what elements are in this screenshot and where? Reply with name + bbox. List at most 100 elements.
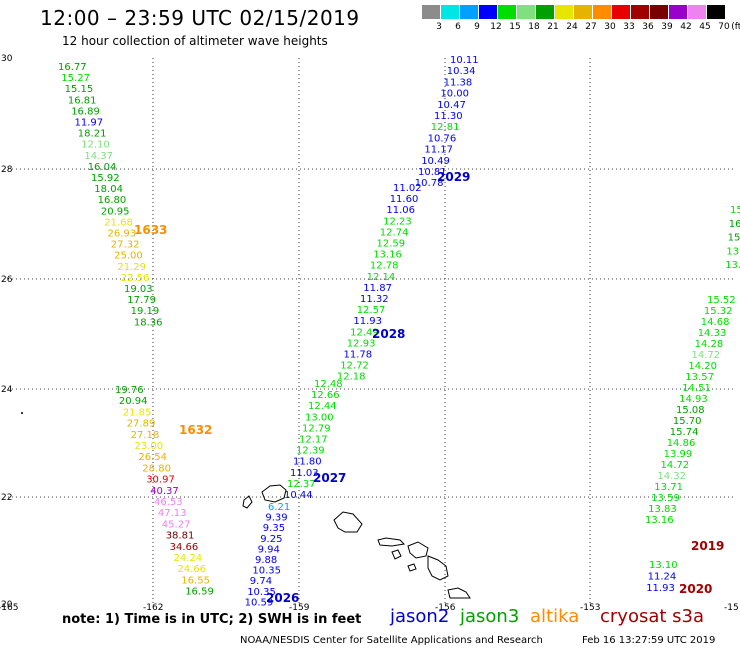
- legend-label: 33: [623, 22, 635, 32]
- wave-height-value: 11.06: [386, 205, 415, 216]
- wave-height-value: 14.68: [701, 317, 730, 328]
- wave-height-value: 25.00: [114, 251, 143, 262]
- wave-height-value: 11.87: [363, 283, 392, 294]
- wave-height-value: 26.54: [138, 452, 167, 463]
- wave-height-value: 28.80: [142, 463, 171, 474]
- island-niihau: [242, 495, 253, 509]
- wave-height-value: 11.24: [648, 572, 677, 583]
- wave-height-value: 12.74: [380, 227, 409, 238]
- wave-height-value: 24.66: [177, 564, 206, 575]
- generation-timestamp: Feb 16 13:27:59 UTC 2019: [582, 635, 716, 646]
- legend-swatch: [593, 5, 612, 19]
- lon-tick-label: -159: [289, 603, 310, 613]
- wave-height-value: 15.27: [61, 73, 90, 84]
- wave-height-value: 12.17: [299, 435, 328, 446]
- wave-height-value: 16.3: [729, 219, 740, 230]
- track-time-label: 2029: [437, 170, 470, 184]
- wave-height-value: 10.81: [418, 167, 447, 178]
- wave-height-value: 45.27: [162, 519, 191, 530]
- wave-height-value: 13.71: [654, 482, 683, 493]
- wave-height-value: 11.17: [424, 145, 453, 156]
- wave-height-value: 15.32: [704, 306, 733, 317]
- legend-swatch: [669, 5, 688, 19]
- wave-height-value: 46.53: [154, 497, 183, 508]
- wave-height-value: 12.79: [302, 423, 331, 434]
- wave-height-value: 16.80: [98, 195, 127, 206]
- wave-height-value: 12.66: [311, 390, 340, 401]
- wave-height-value: 13.61: [725, 260, 740, 271]
- wave-height-value: 12.81: [431, 122, 460, 133]
- wave-height-value: 14.37: [84, 151, 113, 162]
- wave-height-value: 11.97: [75, 118, 104, 129]
- wave-height-value: 30.97: [146, 475, 175, 486]
- legend-swatch: [536, 5, 555, 19]
- legend-swatch: [650, 5, 669, 19]
- wave-height-value: 12.48: [314, 379, 343, 390]
- wave-height-value: 27.32: [111, 240, 140, 251]
- wave-height-value: 18.21: [78, 129, 107, 140]
- lon-tick-label: -162: [143, 603, 163, 613]
- wave-height-value: 19.76: [115, 385, 144, 396]
- wave-height-value: 11.78: [344, 350, 373, 361]
- wave-height-value: 13.83: [648, 504, 677, 515]
- map-grid: [8, 58, 734, 604]
- legend-unit: (ft): [731, 22, 740, 32]
- wave-height-value: 34.66: [170, 542, 199, 553]
- wave-height-value: 16.77: [58, 62, 87, 73]
- wave-height-value: 10.11: [450, 55, 479, 66]
- credit-line: NOAA/NESDIS Center for Satellite Applica…: [240, 635, 543, 646]
- wave-height-value: 10.00: [440, 89, 469, 100]
- wave-height-value: 27.89: [127, 419, 156, 430]
- wave-height-value: 13.92: [726, 246, 740, 257]
- wave-height-value: 10.34: [447, 66, 476, 77]
- wave-height-value: 23.00: [135, 441, 164, 452]
- wave-height-value: 15.08: [676, 405, 705, 416]
- footer-note: note: 1) Time is in UTC; 2) SWH is in fe…: [62, 612, 362, 627]
- island-lanai: [391, 549, 402, 560]
- wave-height-value: 15.92: [91, 173, 120, 184]
- wave-height-value: 11.30: [434, 111, 463, 122]
- wave-height-value: 11.80: [293, 457, 322, 468]
- page-subtitle: 12 hour collection of altimeter wave hei…: [62, 34, 328, 48]
- wave-height-value: 27.18: [131, 430, 160, 441]
- wave-height-value: 19.03: [124, 284, 153, 295]
- lat-tick-label: 26: [1, 275, 13, 285]
- wave-height-value: 11.60: [390, 194, 419, 205]
- wave-height-value: 9.74: [250, 576, 272, 587]
- hawaii-islands: [21, 412, 471, 599]
- wave-height-value: 11.93: [353, 316, 382, 327]
- wave-height-value: 18.04: [94, 184, 123, 195]
- island-oahu: [333, 511, 363, 533]
- legend-swatch: [460, 5, 479, 19]
- legend-swatch: [441, 5, 460, 19]
- page-title: 12:00 – 23:59 UTC 02/15/2019: [40, 6, 360, 30]
- island-maui: [407, 541, 429, 559]
- track-time-label: 2027: [313, 471, 346, 485]
- wave-height-value: 14.86: [667, 438, 696, 449]
- wave-height-value: 10.49: [421, 156, 450, 167]
- island-molokai: [377, 537, 406, 547]
- legend-swatch: [517, 5, 536, 19]
- legend-label: 42: [680, 22, 692, 32]
- lat-tick-label: 28: [1, 165, 13, 175]
- wave-height-value: 26.93: [108, 229, 137, 240]
- small-dot: [21, 412, 23, 414]
- legend-label: 39: [661, 22, 673, 32]
- legend-swatch: [422, 5, 441, 19]
- wave-height-value: 38.81: [166, 531, 195, 542]
- wave-height-value: 15.52: [707, 295, 736, 306]
- wave-height-value: 13.57: [685, 372, 714, 383]
- wave-height-value: 6.21: [268, 502, 290, 513]
- wave-height-value: 16.59: [185, 587, 214, 598]
- legend-swatch: [631, 5, 650, 19]
- lat-tick-label: 22: [1, 493, 12, 503]
- legend-label: 36: [642, 22, 654, 32]
- legend-label: 3: [436, 22, 442, 32]
- legend-label: 12: [490, 22, 502, 32]
- wave-height-value: 13.00: [305, 412, 334, 423]
- track-time-label: 2020: [679, 582, 712, 596]
- wave-height-value: 12.72: [340, 361, 369, 372]
- satellite-jason3: jason3: [460, 606, 520, 627]
- legend-label: 27: [585, 22, 597, 32]
- wave-height-value: 11.93: [646, 583, 675, 594]
